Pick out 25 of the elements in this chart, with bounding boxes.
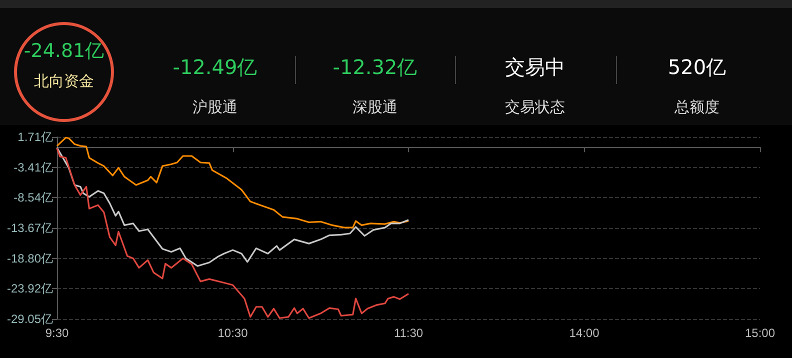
y-tick-label: -8.54亿 — [14, 190, 53, 205]
text: 交易中 — [504, 54, 566, 81]
y-tick-label: -3.41亿 — [14, 160, 53, 174]
y-tick-label: 1.71亿 — [18, 130, 53, 144]
line-series — [56, 146, 410, 267]
x-tick-label: 10:30 — [218, 326, 248, 340]
text: 北向资金 — [33, 72, 95, 91]
y-tick-label: -29.05亿 — [6, 312, 53, 326]
x-tick-label: 11:30 — [394, 326, 424, 340]
line-series — [56, 148, 410, 319]
text: 沪股通 — [192, 98, 238, 117]
text: 深股通 — [352, 98, 398, 117]
text: 总额度 — [674, 98, 720, 117]
text: 520亿 — [666, 54, 728, 81]
text: 交易状态 — [504, 98, 566, 117]
x-tick-label: 14:00 — [569, 326, 600, 340]
text: -24.81亿 — [22, 39, 106, 64]
y-tick-label: -18.80亿 — [6, 251, 53, 266]
text: -12.49亿 — [172, 54, 258, 81]
text: -12.32亿 — [332, 54, 418, 81]
x-tick-label: 15:00 — [744, 326, 776, 340]
y-tick-label: -13.67亿 — [6, 221, 53, 235]
x-tick-label: 9:30 — [45, 326, 69, 340]
line-series — [56, 136, 410, 228]
y-tick-label: -23.92亿 — [6, 282, 53, 296]
